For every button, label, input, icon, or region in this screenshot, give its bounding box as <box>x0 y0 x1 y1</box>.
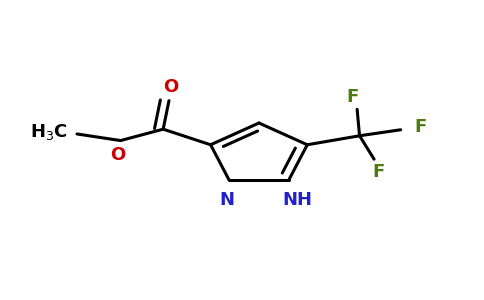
Text: F: F <box>414 118 426 136</box>
Text: F: F <box>373 163 385 181</box>
Text: O: O <box>110 146 126 164</box>
Text: F: F <box>346 88 359 106</box>
Text: N: N <box>219 191 234 209</box>
Text: O: O <box>163 78 178 96</box>
Text: H$_3$C: H$_3$C <box>30 122 68 142</box>
Text: NH: NH <box>283 191 313 209</box>
